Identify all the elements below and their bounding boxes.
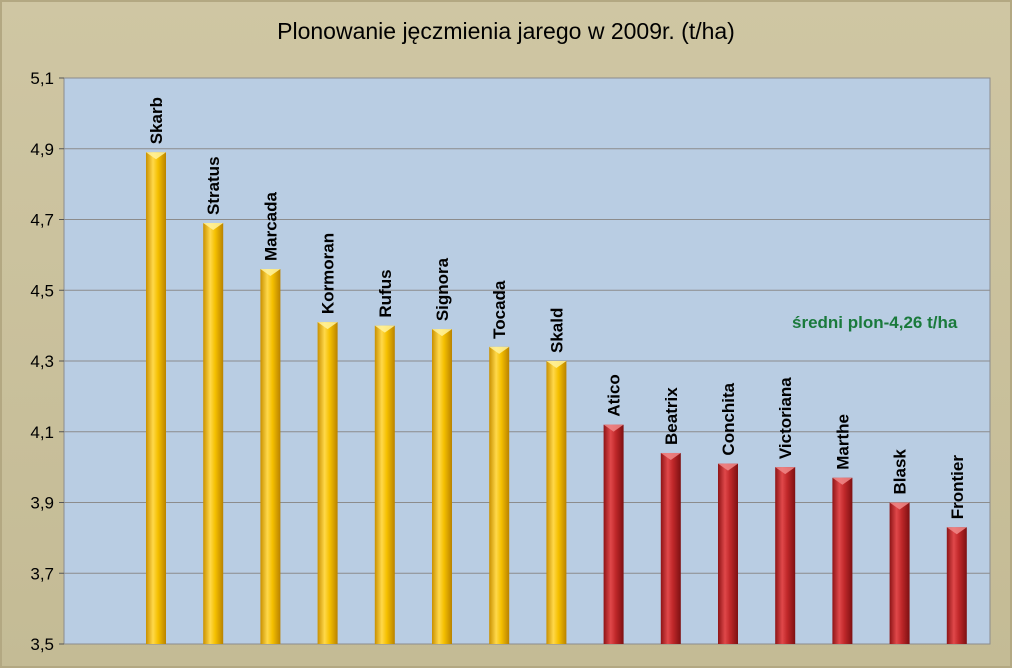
bar-label-stratus: Stratus [204,156,223,215]
y-tick-label: 4,5 [30,281,54,300]
y-tick-label: 4,1 [30,423,54,442]
y-tick-label: 4,7 [30,211,54,230]
bar-cap [660,452,681,460]
bar-beatrix [660,452,681,644]
average-annotation: średni plon-4,26 t/ha [792,313,958,332]
bar-label-frontier: Frontier [948,455,967,520]
bar-label-conchita: Conchita [719,382,738,455]
bar-label-signora: Signora [433,257,452,321]
bar-label-beatrix: Beatrix [662,387,681,445]
bar-label-marthe: Marthe [833,414,852,470]
bar-cap [146,152,166,160]
bar-cap [889,502,910,510]
bar-cap [832,477,853,485]
bar-stratus [203,223,224,644]
bar-cap [718,463,738,471]
bar-label-marcada: Marcada [261,192,280,262]
bar-kormoran [317,322,338,644]
bar-victoriana [775,467,796,644]
bar-cap [374,325,395,333]
y-tick-label: 3,5 [30,635,54,654]
chart-title: Plonowanie jęczmienia jarego w 2009r. (t… [277,18,735,44]
bar-cap [489,346,510,354]
bar-frontier [946,527,967,644]
bar-atico [603,424,624,644]
bar-skald [546,361,567,644]
bar-marcada [260,269,281,644]
bar-cap [775,467,796,475]
bar-cap [546,361,567,368]
bar-label-tocada: Tocada [490,280,509,339]
bar-skarb [146,152,166,644]
bar-label-rufus: Rufus [376,269,395,317]
bar-blask [889,502,910,644]
y-tick-label: 4,9 [30,140,54,159]
bar-cap [603,424,624,432]
y-tick-label: 5,1 [30,69,54,88]
y-tick-label: 4,3 [30,352,54,371]
bar-cap [946,527,967,535]
bar-marthe [832,477,853,644]
bar-tocada [489,346,510,644]
bar-label-atico: Atico [605,374,624,417]
bar-signora [432,329,452,644]
y-tick-label: 3,9 [30,494,54,513]
bar-rufus [374,325,395,644]
bar-cap [432,329,452,337]
bar-label-skald: Skald [547,308,566,353]
bar-cap [203,223,224,231]
bar-label-skarb: Skarb [147,97,166,144]
bar-conchita [718,463,738,644]
y-tick-label: 3,7 [30,564,54,583]
bar-label-kormoran: Kormoran [319,233,338,314]
bar-label-blask: Blask [891,449,910,495]
bar-cap [260,269,281,277]
bar-cap [317,322,338,330]
bar-label-victoriana: Victoriana [776,377,795,459]
